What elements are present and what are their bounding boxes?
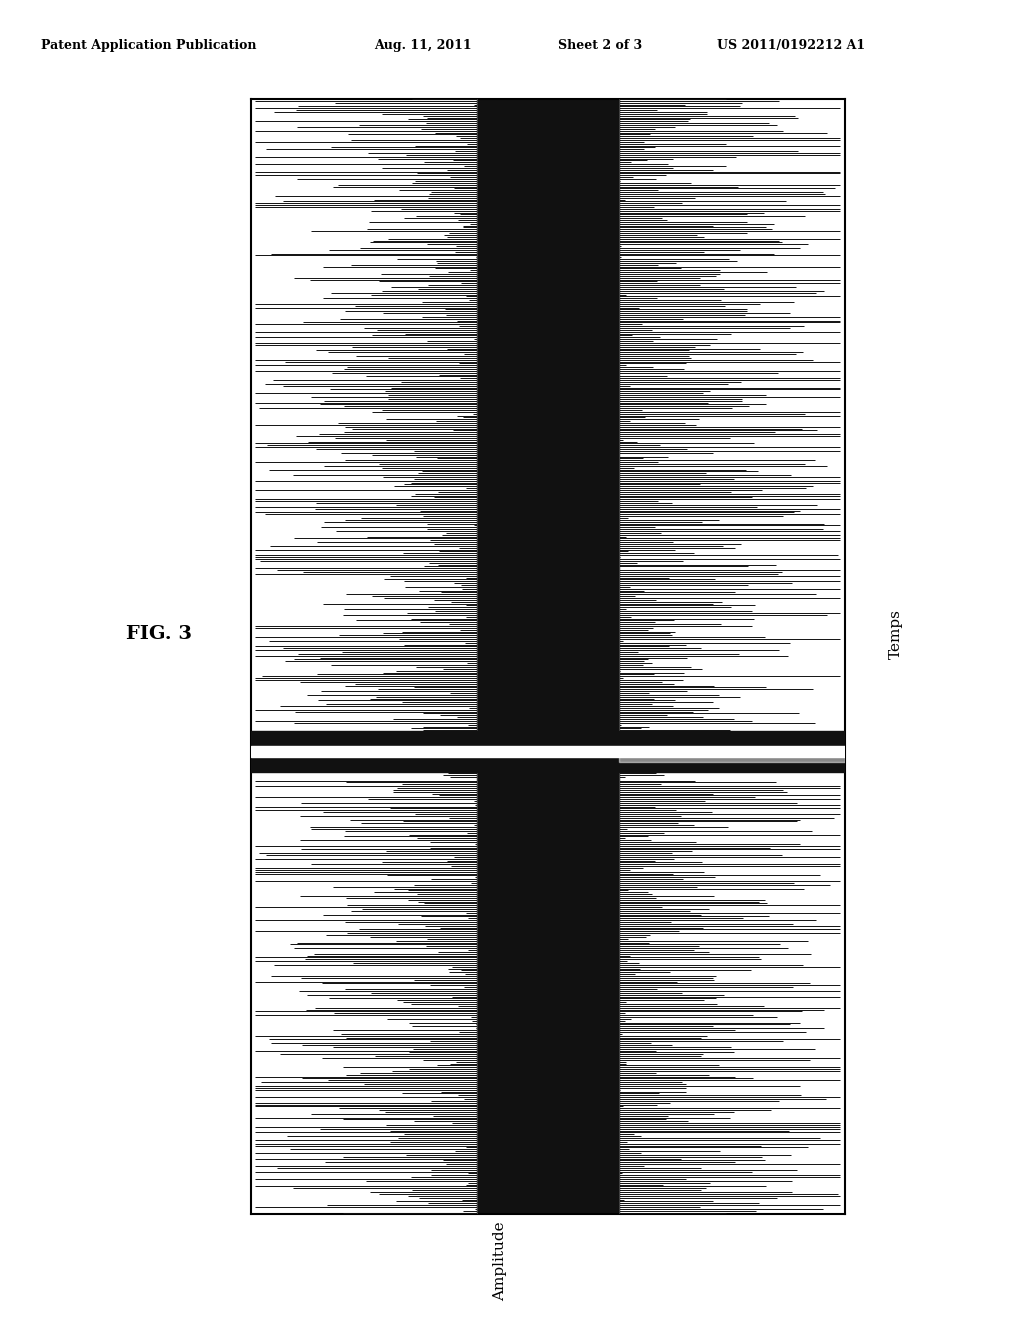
Text: US 2011/0192212 A1: US 2011/0192212 A1 bbox=[717, 38, 865, 51]
Text: Aug. 11, 2011: Aug. 11, 2011 bbox=[374, 38, 471, 51]
Bar bbox=[251, 731, 845, 746]
Text: Sheet 2 of 3: Sheet 2 of 3 bbox=[558, 38, 642, 51]
Text: Temps: Temps bbox=[889, 609, 903, 659]
Bar bbox=[620, 751, 845, 762]
Bar bbox=[476, 99, 620, 1214]
Text: Patent Application Publication: Patent Application Publication bbox=[41, 38, 256, 51]
Bar bbox=[251, 746, 845, 758]
Bar bbox=[251, 758, 845, 772]
Text: FIG. 3: FIG. 3 bbox=[126, 624, 191, 643]
Text: Amplitude: Amplitude bbox=[494, 1221, 507, 1300]
